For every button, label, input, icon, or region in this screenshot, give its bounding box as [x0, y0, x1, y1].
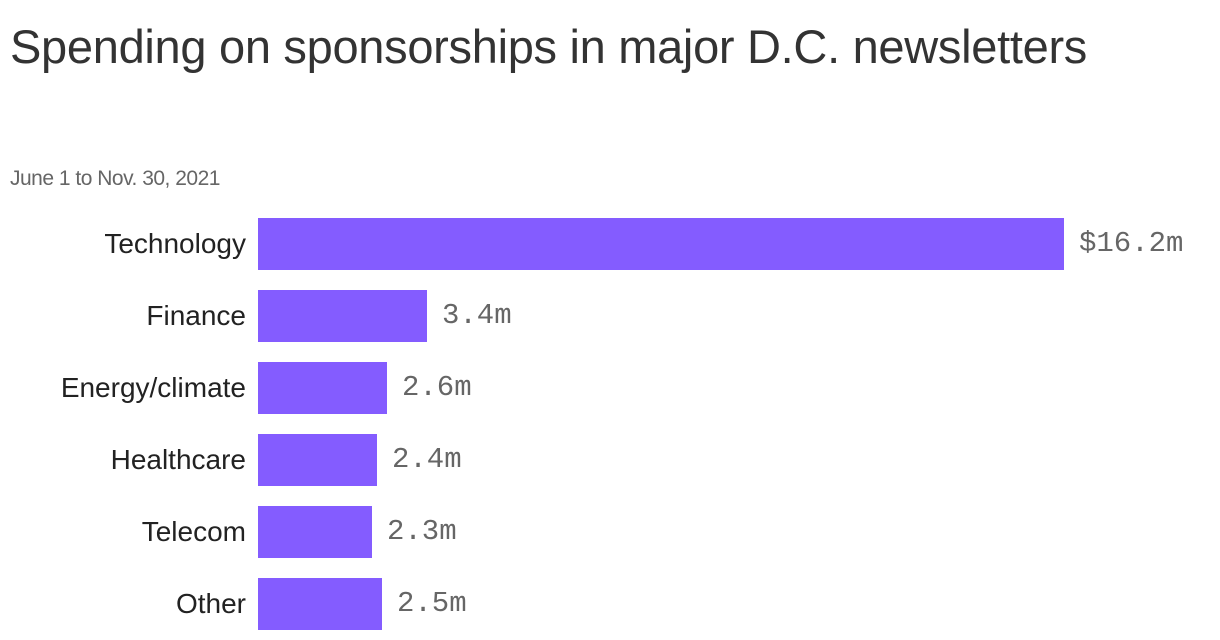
value-label: 2.6m	[402, 371, 472, 404]
value-label: $16.2m	[1079, 227, 1184, 260]
bar-row: Telecom 2.3m	[0, 506, 1220, 558]
bar	[258, 362, 387, 414]
bar-row: Energy/climate 2.6m	[0, 362, 1220, 414]
chart-subtitle: June 1 to Nov. 30, 2021	[10, 167, 220, 190]
category-label: Other	[175, 588, 246, 619]
bar-row: Technology $16.2m	[0, 218, 1220, 270]
chart-title: Spending on sponsorships in major D.C. n…	[10, 20, 1087, 73]
value-label: 2.3m	[387, 515, 457, 548]
bar	[258, 506, 372, 558]
category-label: Technology	[104, 228, 246, 259]
bar-row: Other 2.5m	[0, 578, 1220, 630]
category-label: Healthcare	[110, 444, 246, 475]
category-label: Finance	[146, 300, 246, 331]
value-label: 2.5m	[397, 587, 467, 620]
bar-row: Healthcare 2.4m	[0, 434, 1220, 486]
category-label: Telecom	[141, 516, 246, 547]
bar	[258, 578, 382, 630]
value-label: 3.4m	[442, 299, 512, 332]
bar	[258, 290, 427, 342]
value-label: 2.4m	[392, 443, 462, 476]
bar	[258, 218, 1064, 270]
bar	[258, 434, 377, 486]
bar-row: Finance 3.4m	[0, 290, 1220, 342]
category-label: Energy/climate	[60, 372, 246, 403]
